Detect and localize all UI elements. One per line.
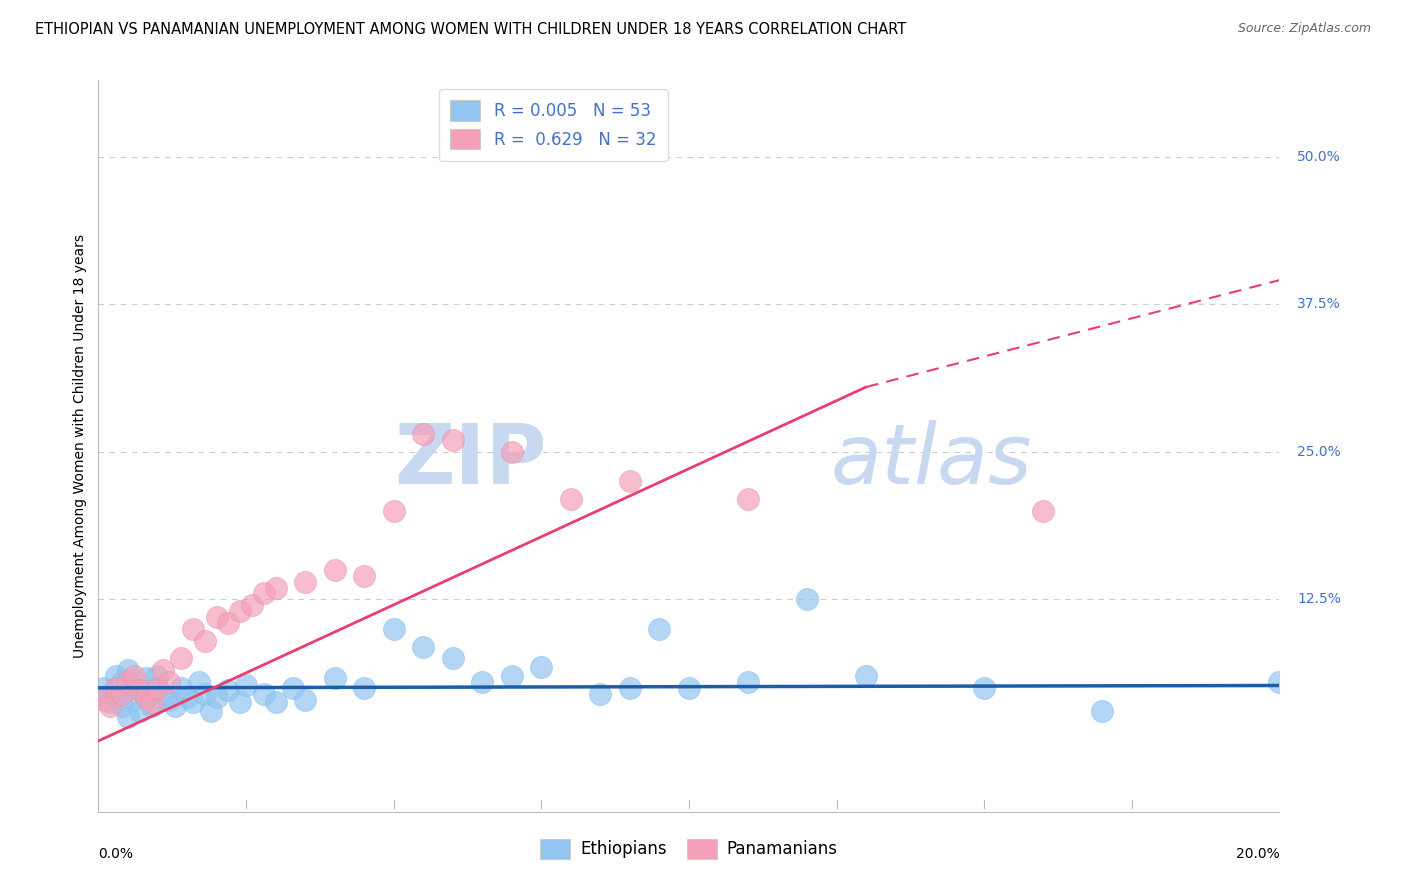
- Point: [253, 687, 276, 701]
- Point: [264, 581, 287, 595]
- Point: [117, 663, 139, 677]
- Point: [560, 492, 582, 507]
- Text: atlas: atlas: [831, 420, 1032, 501]
- Point: [135, 690, 157, 705]
- Point: [229, 604, 252, 618]
- Point: [235, 678, 257, 692]
- Point: [294, 692, 316, 706]
- Point: [135, 690, 157, 705]
- Point: [294, 574, 316, 589]
- Point: [146, 681, 169, 695]
- Point: [111, 687, 134, 701]
- Point: [187, 675, 209, 690]
- Point: [217, 683, 239, 698]
- Y-axis label: Unemployment Among Women with Children Under 18 years: Unemployment Among Women with Children U…: [73, 234, 87, 658]
- Point: [205, 610, 228, 624]
- Point: [141, 698, 163, 713]
- Text: 0.0%: 0.0%: [98, 847, 134, 861]
- Point: [128, 683, 150, 698]
- Point: [1032, 504, 1054, 518]
- Point: [117, 675, 139, 690]
- Legend: Ethiopians, Panamanians: Ethiopians, Panamanians: [533, 832, 845, 865]
- Point: [796, 592, 818, 607]
- Point: [353, 568, 375, 582]
- Point: [105, 681, 128, 695]
- Point: [117, 710, 139, 724]
- Point: [412, 640, 434, 654]
- Point: [441, 433, 464, 447]
- Point: [157, 692, 180, 706]
- Point: [194, 633, 217, 648]
- Point: [253, 586, 276, 600]
- Point: [1268, 675, 1291, 690]
- Point: [194, 687, 217, 701]
- Point: [122, 669, 145, 683]
- Point: [181, 695, 204, 709]
- Point: [589, 687, 612, 701]
- Point: [353, 681, 375, 695]
- Point: [501, 445, 523, 459]
- Point: [128, 705, 150, 719]
- Point: [105, 690, 128, 705]
- Text: 25.0%: 25.0%: [1298, 445, 1341, 458]
- Point: [157, 675, 180, 690]
- Point: [240, 599, 263, 613]
- Point: [141, 695, 163, 709]
- Point: [382, 622, 405, 636]
- Point: [283, 681, 305, 695]
- Text: 12.5%: 12.5%: [1298, 592, 1341, 607]
- Point: [619, 681, 641, 695]
- Point: [165, 698, 187, 713]
- Point: [152, 663, 174, 677]
- Text: 50.0%: 50.0%: [1298, 150, 1341, 164]
- Point: [98, 687, 121, 701]
- Point: [135, 672, 157, 686]
- Point: [176, 690, 198, 705]
- Point: [264, 695, 287, 709]
- Point: [323, 563, 346, 577]
- Point: [93, 681, 115, 695]
- Point: [122, 692, 145, 706]
- Point: [737, 492, 759, 507]
- Point: [217, 615, 239, 630]
- Text: 20.0%: 20.0%: [1236, 847, 1279, 861]
- Point: [146, 669, 169, 683]
- Point: [170, 681, 193, 695]
- Text: 37.5%: 37.5%: [1298, 297, 1341, 311]
- Text: Source: ZipAtlas.com: Source: ZipAtlas.com: [1237, 22, 1371, 36]
- Point: [441, 651, 464, 665]
- Point: [229, 695, 252, 709]
- Point: [471, 675, 494, 690]
- Point: [1091, 705, 1114, 719]
- Point: [323, 672, 346, 686]
- Point: [205, 690, 228, 705]
- Point: [122, 681, 145, 695]
- Point: [181, 622, 204, 636]
- Point: [973, 681, 995, 695]
- Point: [412, 427, 434, 442]
- Point: [93, 692, 115, 706]
- Point: [648, 622, 671, 636]
- Point: [855, 669, 877, 683]
- Point: [111, 698, 134, 713]
- Point: [98, 695, 121, 709]
- Point: [678, 681, 700, 695]
- Point: [530, 659, 553, 673]
- Point: [128, 683, 150, 698]
- Point: [200, 705, 222, 719]
- Text: ETHIOPIAN VS PANAMANIAN UNEMPLOYMENT AMONG WOMEN WITH CHILDREN UNDER 18 YEARS CO: ETHIOPIAN VS PANAMANIAN UNEMPLOYMENT AMO…: [35, 22, 907, 37]
- Point: [105, 669, 128, 683]
- Point: [501, 669, 523, 683]
- Point: [170, 651, 193, 665]
- Point: [152, 687, 174, 701]
- Point: [146, 681, 169, 695]
- Point: [382, 504, 405, 518]
- Point: [737, 675, 759, 690]
- Point: [619, 475, 641, 489]
- Text: ZIP: ZIP: [395, 420, 547, 501]
- Point: [111, 675, 134, 690]
- Point: [98, 698, 121, 713]
